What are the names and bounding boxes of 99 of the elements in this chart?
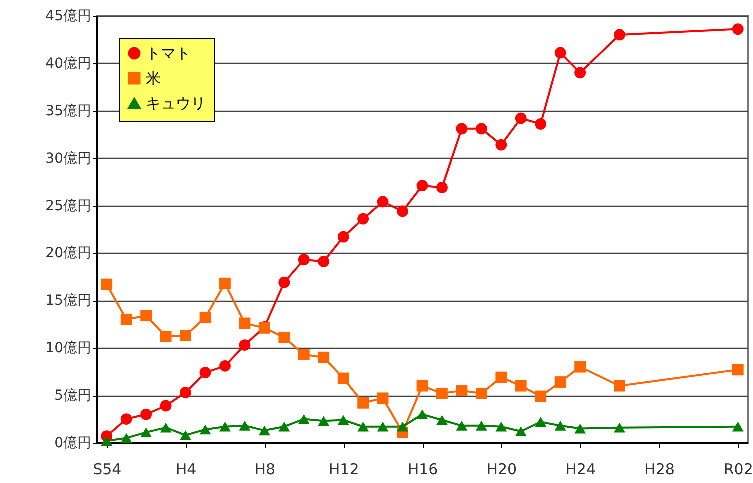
point bbox=[732, 364, 744, 376]
point bbox=[476, 420, 488, 431]
point bbox=[377, 196, 389, 208]
point bbox=[318, 256, 330, 268]
point bbox=[535, 390, 547, 402]
point bbox=[574, 67, 586, 79]
point bbox=[496, 372, 508, 384]
point bbox=[397, 206, 408, 218]
x-tick-label: H20 bbox=[486, 460, 518, 478]
point bbox=[377, 422, 389, 432]
point bbox=[358, 397, 370, 409]
point bbox=[200, 312, 212, 324]
point bbox=[456, 420, 468, 431]
point bbox=[456, 123, 468, 135]
point bbox=[298, 349, 310, 360]
x-tick-label: R02 bbox=[724, 460, 753, 478]
point bbox=[120, 433, 132, 444]
point bbox=[515, 380, 527, 392]
point bbox=[101, 436, 113, 446]
point bbox=[160, 400, 172, 412]
y-tick-label: 10億円 bbox=[46, 340, 92, 357]
point bbox=[338, 231, 350, 243]
point bbox=[535, 118, 547, 130]
point bbox=[120, 314, 132, 326]
point bbox=[140, 408, 152, 420]
point bbox=[614, 422, 626, 433]
point bbox=[298, 414, 310, 424]
point bbox=[515, 112, 527, 124]
point bbox=[338, 372, 350, 384]
y-tick-label: 0億円 bbox=[54, 436, 92, 452]
point bbox=[239, 318, 251, 330]
legend-label: トマト bbox=[146, 44, 191, 62]
point bbox=[397, 422, 408, 432]
point bbox=[614, 380, 626, 392]
point bbox=[436, 415, 448, 426]
point bbox=[574, 361, 586, 373]
point bbox=[160, 331, 172, 342]
point bbox=[140, 428, 152, 438]
point bbox=[574, 424, 586, 434]
y-tick-label: 20億円 bbox=[46, 246, 92, 262]
point bbox=[180, 387, 192, 398]
point bbox=[180, 330, 192, 342]
y-tick-label: 45億円 bbox=[46, 8, 92, 24]
point bbox=[258, 426, 270, 436]
legend-label: 米 bbox=[146, 70, 161, 88]
legend-label: キュウリ bbox=[146, 94, 206, 112]
point bbox=[358, 213, 370, 225]
point bbox=[120, 414, 132, 425]
point bbox=[220, 422, 231, 432]
point bbox=[416, 380, 428, 392]
point bbox=[554, 376, 566, 388]
point bbox=[278, 276, 290, 288]
point bbox=[496, 139, 508, 151]
y-tick-label: 30億円 bbox=[46, 150, 92, 167]
point bbox=[200, 424, 212, 435]
point bbox=[614, 29, 626, 41]
point bbox=[278, 422, 290, 432]
point bbox=[358, 422, 370, 432]
x-tick-label: H4 bbox=[176, 460, 197, 478]
point bbox=[200, 367, 212, 378]
point bbox=[160, 422, 172, 433]
point bbox=[416, 410, 428, 420]
point bbox=[101, 278, 113, 290]
point bbox=[220, 278, 231, 290]
point bbox=[140, 310, 152, 322]
point bbox=[476, 388, 488, 400]
point bbox=[278, 332, 290, 344]
point bbox=[496, 422, 508, 432]
point bbox=[338, 415, 350, 426]
point bbox=[456, 385, 468, 397]
point bbox=[318, 416, 330, 426]
x-tick-label: S54 bbox=[93, 460, 122, 478]
point bbox=[732, 422, 744, 432]
point bbox=[732, 24, 744, 35]
point bbox=[318, 352, 330, 364]
y-tick-label: 25億円 bbox=[46, 198, 92, 214]
point bbox=[436, 388, 448, 400]
point bbox=[220, 360, 231, 372]
point bbox=[554, 420, 566, 431]
point bbox=[416, 180, 428, 192]
x-tick-label: H24 bbox=[566, 460, 596, 478]
point bbox=[515, 426, 527, 437]
point bbox=[377, 392, 389, 404]
y-tick-label: 15億円 bbox=[46, 293, 92, 310]
point bbox=[239, 340, 251, 351]
y-tick-label: 40億円 bbox=[46, 56, 92, 72]
point bbox=[239, 420, 251, 431]
point bbox=[554, 47, 566, 59]
point bbox=[535, 417, 547, 428]
x-tick-label: H28 bbox=[644, 460, 675, 478]
x-tick-label: H16 bbox=[408, 460, 438, 478]
y-tick-label: 5億円 bbox=[54, 388, 92, 404]
x-tick-label: H8 bbox=[254, 460, 276, 478]
point bbox=[298, 254, 310, 266]
point bbox=[180, 430, 192, 440]
y-tick-label: 35億円 bbox=[46, 103, 92, 120]
point bbox=[436, 182, 448, 194]
x-tick-label: H12 bbox=[328, 460, 360, 478]
point bbox=[476, 123, 488, 135]
